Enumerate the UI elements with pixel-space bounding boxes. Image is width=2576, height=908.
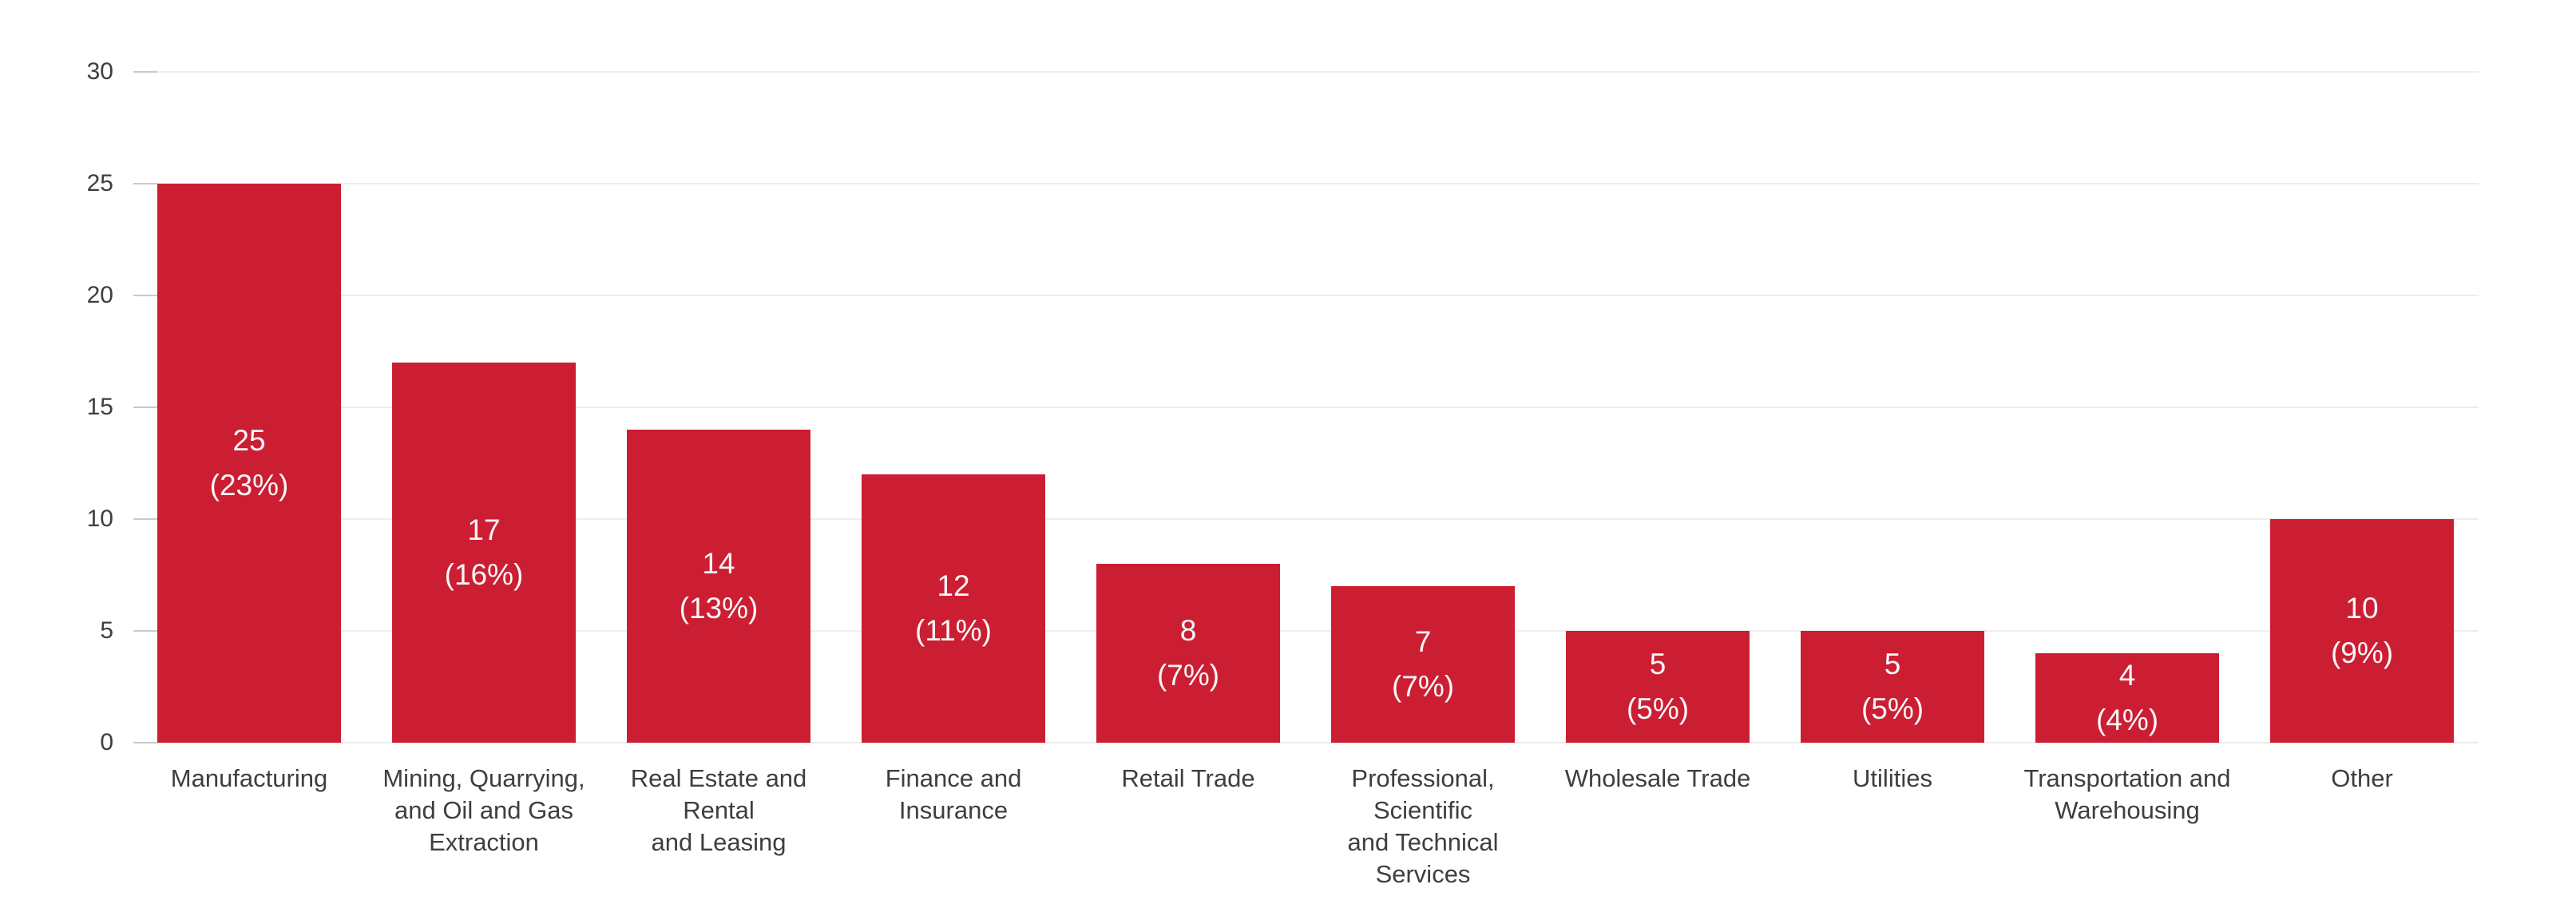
bar-value-label: 5 (5%)	[1626, 648, 1690, 725]
y-axis-tick-label: 15	[86, 394, 113, 420]
bar[interactable]: 7 (7%)	[1331, 586, 1515, 743]
bar-value-label: 25 (23%)	[209, 424, 289, 502]
bar[interactable]: 10 (9%)	[2270, 519, 2454, 743]
x-axis-category-label: Finance and Insurance	[885, 764, 1022, 824]
y-axis-tick-label: 0	[100, 729, 113, 755]
y-axis-tick-label: 10	[86, 506, 113, 532]
y-axis-tick	[133, 183, 157, 184]
x-axis-category-label: Utilities	[1853, 764, 1932, 792]
bar[interactable]: 8 (7%)	[1096, 564, 1280, 743]
y-axis-tick	[133, 742, 157, 743]
x-axis-category-label: Mining, Quarrying, and Oil and Gas Extra…	[382, 764, 585, 856]
bar-value-label: 7 (7%)	[1391, 625, 1455, 703]
gridline	[157, 518, 2479, 520]
bar-value-label: 14 (13%)	[679, 547, 759, 624]
y-axis-tick-label: 5	[100, 617, 113, 644]
bar[interactable]: 12 (11%)	[862, 474, 1045, 743]
x-axis-category-label: Manufacturing	[170, 764, 328, 792]
bar-value-label: 8 (7%)	[1156, 614, 1220, 692]
bar-value-label: 10 (9%)	[2330, 592, 2394, 669]
y-axis-tick-label: 20	[86, 282, 113, 308]
y-axis-tick-label: 30	[86, 58, 113, 85]
y-axis-tick-label: 25	[86, 170, 113, 196]
bar-value-label: 4 (4%)	[2095, 659, 2159, 736]
y-axis-tick	[133, 71, 157, 73]
x-axis-category-label: Professional, Scientific and Technical S…	[1347, 764, 1499, 888]
gridline	[157, 406, 2479, 408]
gridline	[157, 742, 2479, 743]
gridline	[157, 295, 2479, 296]
bar[interactable]: 4 (4%)	[2035, 653, 2219, 743]
x-axis-category-label: Wholesale Trade	[1564, 764, 1751, 792]
bar-value-label: 17 (16%)	[444, 513, 524, 591]
bar[interactable]: 5 (5%)	[1566, 631, 1750, 743]
x-axis-category-label: Real Estate and Rental and Leasing	[630, 764, 807, 856]
bar[interactable]: 5 (5%)	[1801, 631, 1984, 743]
bar[interactable]: 17 (16%)	[392, 363, 576, 743]
y-axis-tick	[133, 518, 157, 520]
x-axis-category-label: Retail Trade	[1121, 764, 1255, 792]
x-axis-category-label: Other	[2331, 764, 2393, 792]
bar[interactable]: 14 (13%)	[627, 430, 810, 743]
y-axis-tick	[133, 630, 157, 632]
x-axis-category-label: Transportation and Warehousing	[2023, 764, 2231, 824]
gridline	[157, 630, 2479, 632]
gridline	[157, 183, 2479, 184]
y-axis-tick	[133, 295, 157, 296]
bar[interactable]: 25 (23%)	[157, 184, 341, 743]
bar-value-label: 5 (5%)	[1861, 648, 1924, 725]
y-axis-tick	[133, 406, 157, 408]
gridline	[157, 71, 2479, 73]
bar-value-label: 12 (11%)	[915, 569, 992, 647]
